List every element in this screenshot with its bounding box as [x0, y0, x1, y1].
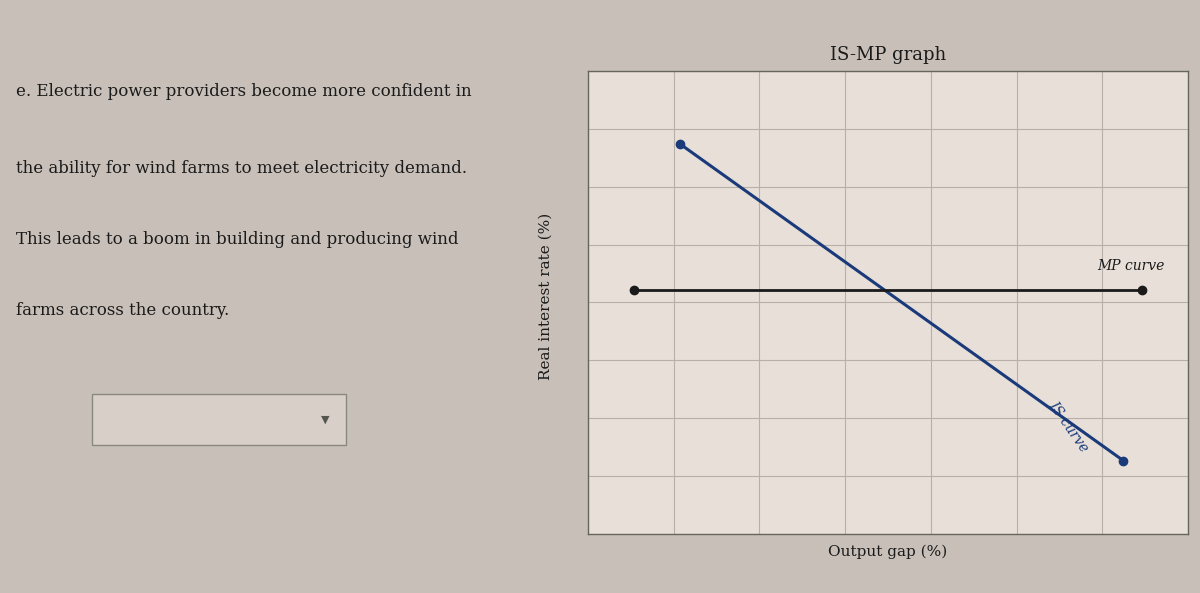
- Text: IS curve: IS curve: [1045, 398, 1091, 455]
- Text: MP curve: MP curve: [1098, 259, 1165, 273]
- Text: the ability for wind farms to meet electricity demand.: the ability for wind farms to meet elect…: [16, 160, 467, 177]
- FancyBboxPatch shape: [92, 394, 346, 445]
- X-axis label: Output gap (%): Output gap (%): [828, 545, 948, 559]
- Text: This leads to a boom in building and producing wind: This leads to a boom in building and pro…: [16, 231, 458, 248]
- Title: IS-MP graph: IS-MP graph: [830, 46, 946, 64]
- Text: e. Electric power providers become more confident in: e. Electric power providers become more …: [16, 83, 472, 100]
- Text: Real interest rate (%): Real interest rate (%): [539, 213, 553, 380]
- Text: farms across the country.: farms across the country.: [16, 302, 229, 320]
- Text: ▼: ▼: [320, 415, 329, 425]
